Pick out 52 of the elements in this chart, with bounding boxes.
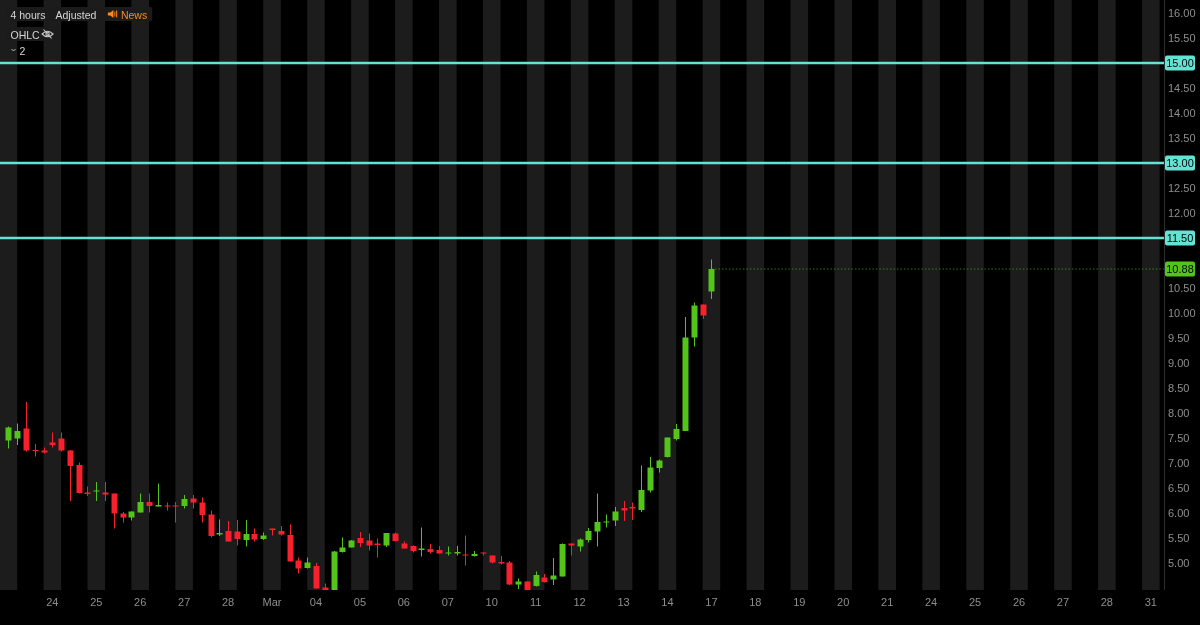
x-tick-label: 14 xyxy=(661,596,674,608)
x-tick-label: 06 xyxy=(397,596,410,608)
y-tick-label: 10.50 xyxy=(1168,282,1196,294)
x-tick-label: 24 xyxy=(925,596,938,608)
y-tick-label: 13.50 xyxy=(1168,132,1196,144)
x-tick-label: 11 xyxy=(529,596,542,608)
y-tick-label: 8.00 xyxy=(1168,407,1190,419)
annotation: 4 hours xyxy=(10,8,46,21)
x-tick-label: 18 xyxy=(749,596,762,608)
x-tick-label: 31 xyxy=(1144,596,1157,608)
y-tick-label: 14.00 xyxy=(1168,107,1196,119)
x-tick-label: 07 xyxy=(441,596,454,608)
y-tick-label: 10.00 xyxy=(1168,307,1196,319)
y-tick-label: 7.00 xyxy=(1168,457,1190,469)
x-tick-label: 19 xyxy=(793,596,806,608)
y-tick-label: 6.00 xyxy=(1168,507,1190,519)
y-tick-label: 5.50 xyxy=(1168,532,1190,544)
x-tick-label: 25 xyxy=(90,596,103,608)
annotation: 2 xyxy=(19,44,26,57)
x-tick-label: 27 xyxy=(1056,596,1070,608)
x-tick-label: 20 xyxy=(837,596,850,608)
y-tick-label: 12.50 xyxy=(1168,182,1196,194)
candlestick xyxy=(621,500,628,522)
x-tick-label: 17 xyxy=(705,596,718,608)
x-tick-label: 28 xyxy=(221,596,235,608)
x-tick-label: 26 xyxy=(134,596,147,608)
x-tick-label: 27 xyxy=(178,596,191,608)
candlestick xyxy=(155,483,162,507)
x-tick-label: 25 xyxy=(968,596,982,608)
x-tick-label: 24 xyxy=(46,596,59,608)
y-tick-label: 9.50 xyxy=(1168,332,1190,344)
y-tick-label: 6.50 xyxy=(1168,482,1190,494)
y-tick-label: 7.50 xyxy=(1168,432,1190,444)
y-tick-label: 16.00 xyxy=(1168,7,1196,19)
annotation: News xyxy=(120,8,148,21)
x-tick-label: 28 xyxy=(1100,596,1113,608)
y-tick-label: 12.00 xyxy=(1168,207,1196,219)
x-tick-label: 21 xyxy=(881,596,894,608)
y-tick-label: 15.50 xyxy=(1168,32,1196,44)
annotation: Adjusted xyxy=(55,8,97,21)
annotation: OHLC xyxy=(10,28,41,41)
y-tick-label: 14.50 xyxy=(1168,82,1196,94)
y-tick-label: 8.50 xyxy=(1168,382,1190,394)
x-tick-label: 10 xyxy=(485,596,498,608)
x-tick-label: Mar xyxy=(262,596,282,608)
x-tick-label: 12 xyxy=(573,596,586,608)
x-tick-label: 04 xyxy=(309,596,323,608)
y-tick-label: 9.00 xyxy=(1168,357,1190,369)
x-tick-label: 26 xyxy=(1012,596,1026,608)
x-tick-label: 13 xyxy=(617,596,630,608)
x-tick-label: 05 xyxy=(353,596,367,608)
y-tick-label: 5.00 xyxy=(1168,557,1190,569)
